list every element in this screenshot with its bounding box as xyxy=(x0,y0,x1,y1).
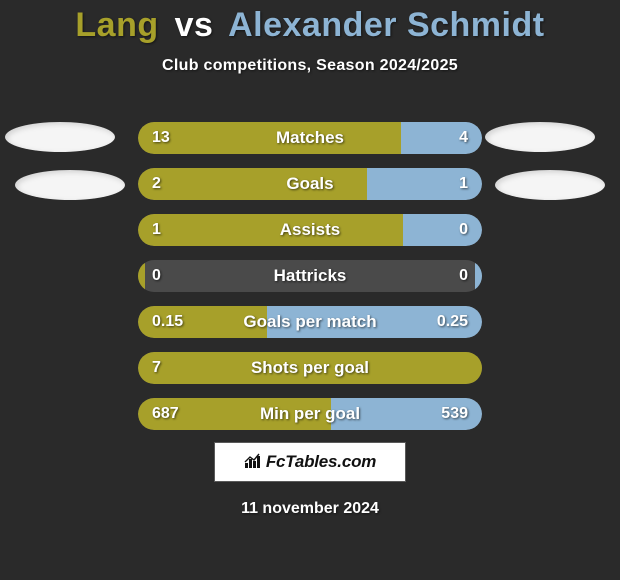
avatar-placeholder xyxy=(495,170,605,200)
bar-right xyxy=(403,214,482,246)
bar-left xyxy=(138,306,267,338)
bar-track xyxy=(138,214,482,246)
bar-track xyxy=(138,260,482,292)
avatar-placeholder xyxy=(485,122,595,152)
source-badge: FcTables.com xyxy=(214,442,406,482)
bar-track xyxy=(138,168,482,200)
date-label: 11 november 2024 xyxy=(0,500,620,518)
bar-right xyxy=(367,168,482,200)
bar-track xyxy=(138,306,482,338)
stat-row: Min per goal687539 xyxy=(0,398,620,430)
bar-left xyxy=(138,122,401,154)
chart-icon xyxy=(244,453,262,472)
stat-row: Hattricks00 xyxy=(0,260,620,292)
bar-right xyxy=(331,398,482,430)
bar-track xyxy=(138,122,482,154)
bar-track xyxy=(138,352,482,384)
stat-row: Goals per match0.150.25 xyxy=(0,306,620,338)
bar-right xyxy=(475,260,482,292)
title-player2: Alexander Schmidt xyxy=(228,6,544,44)
bar-left xyxy=(138,214,403,246)
bar-right xyxy=(401,122,482,154)
page-title: Lang vs Alexander Schmidt xyxy=(0,0,620,45)
title-vs: vs xyxy=(175,6,214,44)
bar-left xyxy=(138,168,367,200)
source-brand: FcTables.com xyxy=(266,452,376,472)
avatar-placeholder xyxy=(15,170,125,200)
stat-row: Assists10 xyxy=(0,214,620,246)
title-player1: Lang xyxy=(75,6,158,44)
comparison-infographic: Lang vs Alexander Schmidt Club competiti… xyxy=(0,0,620,580)
bar-track xyxy=(138,398,482,430)
avatar-placeholder xyxy=(5,122,115,152)
bar-left xyxy=(138,398,331,430)
bar-left xyxy=(138,260,145,292)
bar-right xyxy=(267,306,482,338)
subtitle: Club competitions, Season 2024/2025 xyxy=(0,57,620,75)
bar-left xyxy=(138,352,482,384)
stat-row: Shots per goal7 xyxy=(0,352,620,384)
